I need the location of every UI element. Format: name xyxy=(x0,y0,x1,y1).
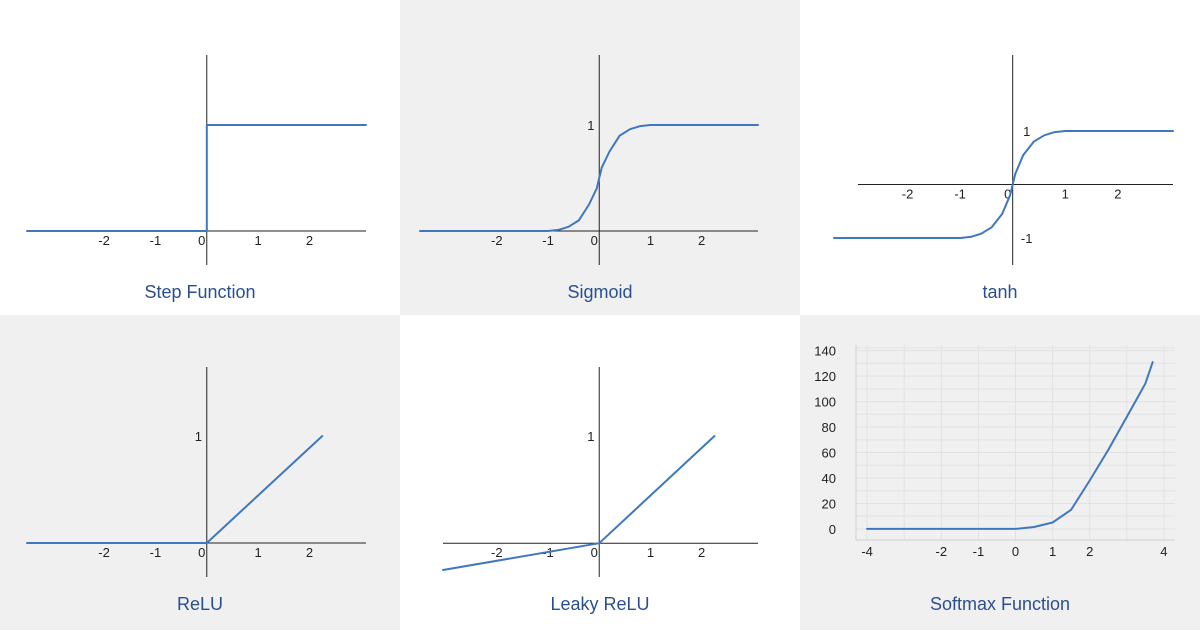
chart-title-sigmoid: Sigmoid xyxy=(567,282,632,302)
x-tick-label: -2 xyxy=(98,233,110,248)
x-tick-label: -1 xyxy=(150,233,162,248)
x-tick-label: -1 xyxy=(150,545,162,560)
y-tick-label: -1 xyxy=(1021,231,1033,246)
x-tick-label: -2 xyxy=(902,187,914,202)
y-tick-label: 1 xyxy=(1023,124,1030,139)
x-tick-label: 1 xyxy=(255,233,262,248)
y-tick-label: 1 xyxy=(195,429,202,444)
y-tick-label: 1 xyxy=(587,118,594,133)
chart-relu: -2 -1 0 1 2 1 ReLU xyxy=(26,367,366,614)
x-tick-label: 1 xyxy=(1062,187,1069,202)
panel-relu: -2 -1 0 1 2 1 ReLU xyxy=(0,315,400,630)
x-tick-label: 0 xyxy=(198,233,205,248)
x-tick-label: 0 xyxy=(198,545,205,560)
y-tick-label: 60 xyxy=(822,446,836,461)
y-tick-label: 20 xyxy=(822,496,836,511)
series-line-leaky_relu xyxy=(442,435,716,571)
y-tick-label: 40 xyxy=(822,471,836,486)
chart-sigmoid: -2 -1 0 1 2 1 Sigmoid xyxy=(419,55,759,302)
x-tick-label: 1 xyxy=(647,545,654,560)
chart-title-leaky_relu: Leaky ReLU xyxy=(550,594,649,614)
panel-tanh: -2 -1 0 1 2 1 -1 tanh xyxy=(800,0,1200,315)
y-tick-label: 1 xyxy=(587,429,594,444)
panel-sigmoid: -2 -1 0 1 2 1 Sigmoid xyxy=(400,0,800,315)
x-tick-label: 2 xyxy=(698,545,705,560)
panel-softmax-function: -4 -2 -1 0 1 2 4 0 20 40 60 80 100 120 140 Softmax Func… xyxy=(800,315,1200,630)
x-tick-label: 0 xyxy=(1012,544,1019,559)
x-tick-label: -1 xyxy=(542,233,554,248)
x-tick-label: 2 xyxy=(306,233,313,248)
y-tick-label: 120 xyxy=(814,369,836,384)
x-tick-label: -1 xyxy=(973,544,985,559)
chart-title-softmax: Softmax Function xyxy=(930,594,1070,614)
x-tick-label: -2 xyxy=(491,545,503,560)
chart-title-relu: ReLU xyxy=(177,594,223,614)
series-line-step xyxy=(26,124,367,232)
x-tick-label: 4 xyxy=(1160,544,1167,559)
chart-title-tanh: tanh xyxy=(982,282,1017,302)
x-tick-label: -4 xyxy=(861,544,873,559)
x-tick-label: -2 xyxy=(491,233,503,248)
y-tick-label: 0 xyxy=(829,522,836,537)
x-tick-label: 0 xyxy=(591,545,598,560)
x-tick-label: 2 xyxy=(698,233,705,248)
x-tick-label: 2 xyxy=(1114,187,1121,202)
x-tick-label: 1 xyxy=(255,545,262,560)
x-tick-label: 1 xyxy=(1049,544,1056,559)
series-line-sigmoid xyxy=(419,124,759,232)
x-tick-label: 2 xyxy=(306,545,313,560)
series-line-softmax xyxy=(866,361,1154,530)
series-line-relu xyxy=(26,435,324,544)
y-tick-label: 80 xyxy=(822,420,836,435)
series-line-tanh xyxy=(833,130,1174,239)
y-tick-label: 140 xyxy=(814,344,836,359)
y-tick-label: 100 xyxy=(814,395,836,410)
x-tick-label: 0 xyxy=(1004,187,1011,202)
x-tick-label: 0 xyxy=(591,233,598,248)
chart-title-step: Step Function xyxy=(144,282,255,302)
chart-step: -2 -1 0 1 2 Step Function xyxy=(26,55,367,302)
x-tick-label: -2 xyxy=(98,545,110,560)
x-tick-label: -2 xyxy=(936,544,948,559)
panel-leaky-relu: -2 -1 0 1 2 1 Leaky ReLU xyxy=(400,315,800,630)
panel-step-function: -2 -1 0 1 2 Step Function xyxy=(0,0,400,315)
x-tick-label: -1 xyxy=(954,187,966,202)
x-tick-label: 2 xyxy=(1086,544,1093,559)
chart-tanh: -2 -1 0 1 2 1 -1 tanh xyxy=(833,55,1174,302)
x-tick-label: 1 xyxy=(647,233,654,248)
